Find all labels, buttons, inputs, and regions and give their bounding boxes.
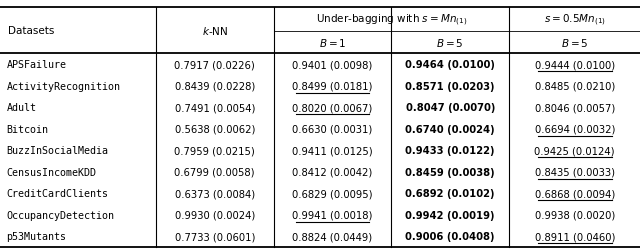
Text: CensusIncomeKDD: CensusIncomeKDD (6, 167, 97, 177)
Text: 0.6829 (0.0095): 0.6829 (0.0095) (292, 188, 372, 198)
Text: 0.9401 (0.0098): 0.9401 (0.0098) (292, 60, 372, 70)
Text: Datasets: Datasets (8, 26, 54, 36)
Text: 0.7491 (0.0054): 0.7491 (0.0054) (175, 103, 255, 113)
Text: 0.8485 (0.0210): 0.8485 (0.0210) (534, 81, 615, 91)
Text: 0.9433 (0.0122): 0.9433 (0.0122) (406, 146, 495, 155)
Text: $s = 0.5Mn_{(1)}$: $s = 0.5Mn_{(1)}$ (544, 13, 605, 28)
Text: CreditCardClients: CreditCardClients (6, 188, 108, 198)
Text: 0.9942 (0.0019): 0.9942 (0.0019) (406, 210, 495, 220)
Text: 0.8459 (0.0038): 0.8459 (0.0038) (405, 167, 495, 177)
Text: 0.9941 (0.0018): 0.9941 (0.0018) (292, 210, 372, 220)
Text: APSFailure: APSFailure (6, 60, 67, 70)
Text: $B = 5$: $B = 5$ (561, 37, 589, 49)
Text: 0.8435 (0.0033): 0.8435 (0.0033) (535, 167, 615, 177)
Text: 0.9444 (0.0100): 0.9444 (0.0100) (534, 60, 615, 70)
Text: 0.8412 (0.0042): 0.8412 (0.0042) (292, 167, 372, 177)
Text: 0.9464 (0.0100): 0.9464 (0.0100) (405, 60, 495, 70)
Text: 0.6799 (0.0058): 0.6799 (0.0058) (175, 167, 255, 177)
Text: 0.8020 (0.0067): 0.8020 (0.0067) (292, 103, 372, 113)
Text: 0.8046 (0.0057): 0.8046 (0.0057) (534, 103, 615, 113)
Text: 0.6868 (0.0094): 0.6868 (0.0094) (534, 188, 615, 198)
Text: 0.8571 (0.0203): 0.8571 (0.0203) (406, 81, 495, 91)
Text: 0.6373 (0.0084): 0.6373 (0.0084) (175, 188, 255, 198)
Text: 0.6892 (0.0102): 0.6892 (0.0102) (406, 188, 495, 198)
Text: 0.8499 (0.0181): 0.8499 (0.0181) (292, 81, 372, 91)
Text: 0.9006 (0.0408): 0.9006 (0.0408) (406, 231, 495, 241)
Text: 0.7733 (0.0601): 0.7733 (0.0601) (175, 231, 255, 241)
Text: $B = 1$: $B = 1$ (319, 37, 346, 49)
Text: $B = 5$: $B = 5$ (436, 37, 464, 49)
Text: 0.9411 (0.0125): 0.9411 (0.0125) (292, 146, 372, 155)
Text: ActivityRecognition: ActivityRecognition (6, 81, 120, 91)
Text: 0.9938 (0.0020): 0.9938 (0.0020) (534, 210, 615, 220)
Text: 0.6740 (0.0024): 0.6740 (0.0024) (405, 124, 495, 134)
Text: p53Mutants: p53Mutants (6, 231, 67, 241)
Text: Bitcoin: Bitcoin (6, 124, 49, 134)
Text: 0.7917 (0.0226): 0.7917 (0.0226) (174, 60, 255, 70)
Text: 0.8047 (0.0070): 0.8047 (0.0070) (406, 103, 495, 113)
Text: $k$-NN: $k$-NN (202, 25, 228, 37)
Text: Adult: Adult (6, 103, 36, 113)
Text: 0.8824 (0.0449): 0.8824 (0.0449) (292, 231, 372, 241)
Text: Under-bagging with $s = Mn_{(1)}$: Under-bagging with $s = Mn_{(1)}$ (316, 13, 467, 28)
Text: 0.9425 (0.0124): 0.9425 (0.0124) (534, 146, 615, 155)
Text: 0.6694 (0.0032): 0.6694 (0.0032) (534, 124, 615, 134)
Text: 0.9930 (0.0024): 0.9930 (0.0024) (175, 210, 255, 220)
Text: 0.6630 (0.0031): 0.6630 (0.0031) (292, 124, 372, 134)
Text: 0.8439 (0.0228): 0.8439 (0.0228) (175, 81, 255, 91)
Text: BuzzInSocialMedia: BuzzInSocialMedia (6, 146, 108, 155)
Text: 0.7959 (0.0215): 0.7959 (0.0215) (174, 146, 255, 155)
Text: 0.8911 (0.0460): 0.8911 (0.0460) (534, 231, 615, 241)
Text: OccupancyDetection: OccupancyDetection (6, 210, 115, 220)
Text: 0.5638 (0.0062): 0.5638 (0.0062) (175, 124, 255, 134)
